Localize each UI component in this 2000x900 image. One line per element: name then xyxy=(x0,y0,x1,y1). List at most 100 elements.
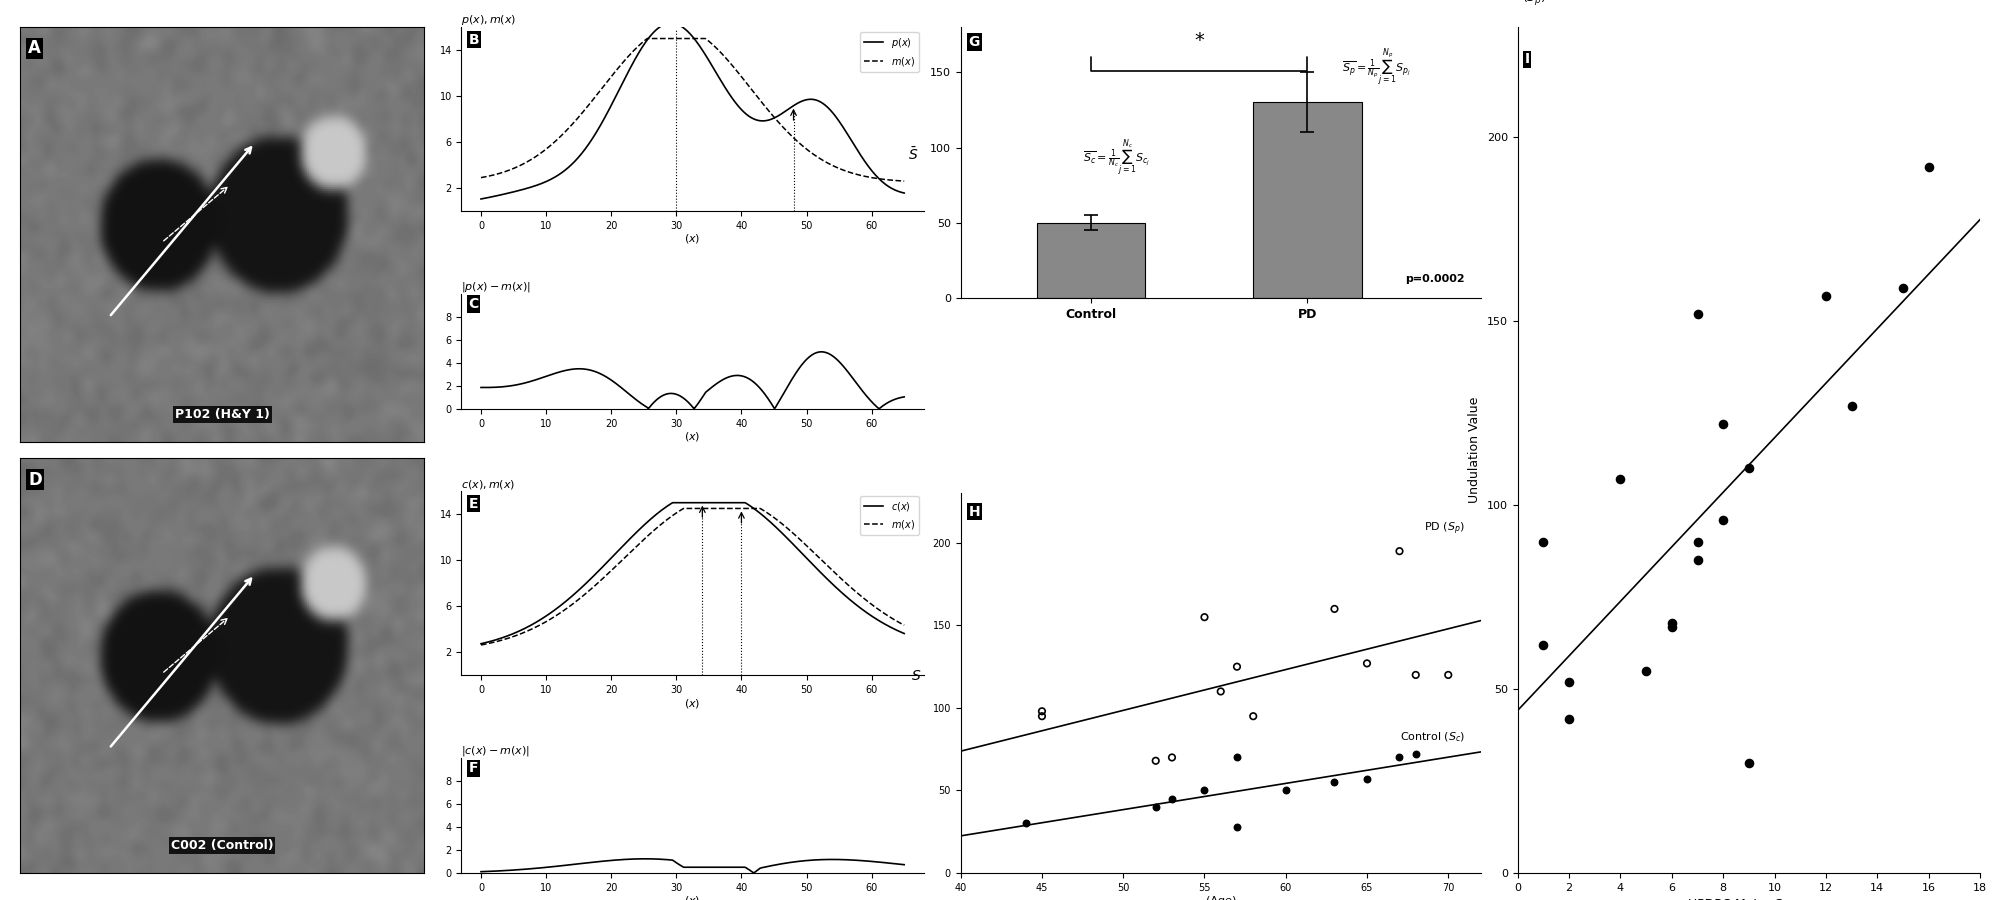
Point xyxy=(1528,638,1560,652)
$p(x)$ xyxy=(658,18,682,29)
Point xyxy=(1188,783,1220,797)
Text: Control $(S_c)$: Control $(S_c)$ xyxy=(1400,730,1466,744)
$c(x)$ xyxy=(892,628,916,639)
Y-axis label: $S$: $S$ xyxy=(910,670,922,683)
Legend: $p(x)$, $m(x)$: $p(x)$, $m(x)$ xyxy=(860,32,918,71)
Text: H: H xyxy=(968,505,980,518)
Point xyxy=(1732,461,1764,475)
Point xyxy=(1026,704,1058,718)
$m(x)$ xyxy=(816,158,840,169)
Point xyxy=(1400,747,1432,761)
Point xyxy=(1810,288,1842,302)
Point xyxy=(1220,751,1252,765)
Point xyxy=(1886,281,1918,295)
Point xyxy=(1708,513,1740,527)
Text: C002 (Control): C002 (Control) xyxy=(170,840,274,852)
Text: P102 (H&Y 1): P102 (H&Y 1) xyxy=(174,408,270,421)
Point xyxy=(1682,535,1714,549)
Point xyxy=(1220,820,1252,834)
Point xyxy=(1554,711,1586,725)
Point xyxy=(1188,610,1220,625)
Text: A: A xyxy=(28,40,40,58)
$m(x)$ xyxy=(882,615,906,626)
Point xyxy=(1656,616,1688,630)
Point xyxy=(1384,544,1416,558)
$m(x)$ xyxy=(892,620,916,631)
$m(x)$ xyxy=(670,504,694,515)
Text: p=0.0002: p=0.0002 xyxy=(1406,274,1466,284)
X-axis label: $(x)$: $(x)$ xyxy=(684,697,700,709)
Bar xyxy=(1036,223,1144,298)
Text: PD $(S_p)$: PD $(S_p)$ xyxy=(1424,521,1466,537)
$c(x)$ xyxy=(882,624,906,634)
Text: $(S_p)$: $(S_p)$ xyxy=(1522,0,1546,8)
X-axis label: $(x)$: $(x)$ xyxy=(684,894,700,900)
$m(x)$ xyxy=(468,640,492,651)
Point xyxy=(1554,674,1586,688)
Point xyxy=(1156,751,1188,765)
$m(x)$ xyxy=(672,503,696,514)
$m(x)$ xyxy=(722,62,746,73)
X-axis label: (Age): (Age) xyxy=(1206,896,1236,900)
Text: $c(x), m(x)$: $c(x), m(x)$ xyxy=(462,478,516,491)
Y-axis label: $\bar{S}$: $\bar{S}$ xyxy=(908,146,918,163)
Text: F: F xyxy=(468,761,478,775)
Point xyxy=(1400,668,1432,682)
Text: $\overline{S_p} = \frac{1}{N_p}\sum_{j=1}^{N_p} S_{p_j}$: $\overline{S_p} = \frac{1}{N_p}\sum_{j=1… xyxy=(1342,47,1412,89)
$c(x)$ xyxy=(670,498,694,508)
Point xyxy=(1010,816,1042,831)
Point xyxy=(1350,656,1382,670)
$m(x)$ xyxy=(674,503,698,514)
$p(x)$ xyxy=(816,103,840,113)
$m(x)$ xyxy=(636,33,660,44)
Text: G: G xyxy=(968,35,980,50)
Line: $c(x)$: $c(x)$ xyxy=(480,503,904,644)
$m(x)$ xyxy=(892,176,916,186)
Point xyxy=(1140,753,1172,768)
Text: D: D xyxy=(28,471,42,489)
Point xyxy=(1220,660,1252,674)
Point xyxy=(1708,417,1740,431)
Point xyxy=(1026,709,1058,724)
$m(x)$ xyxy=(882,176,906,186)
$m(x)$ xyxy=(670,33,694,44)
Point xyxy=(1318,775,1350,789)
$p(x)$ xyxy=(670,22,694,32)
$m(x)$ xyxy=(698,503,722,514)
$m(x)$ xyxy=(468,172,492,183)
Point xyxy=(1912,159,1944,174)
X-axis label: $(x)$: $(x)$ xyxy=(684,232,700,246)
$c(x)$ xyxy=(468,638,492,649)
X-axis label: $(x)$: $(x)$ xyxy=(684,430,700,443)
Point xyxy=(1682,307,1714,321)
Line: $m(x)$: $m(x)$ xyxy=(480,508,904,645)
Point xyxy=(1732,755,1764,770)
Text: $p(x), m(x)$: $p(x), m(x)$ xyxy=(462,13,516,27)
Line: $p(x)$: $p(x)$ xyxy=(480,23,904,199)
Point xyxy=(1270,783,1302,797)
$p(x)$ xyxy=(468,194,492,204)
Text: I: I xyxy=(1524,52,1530,67)
$c(x)$ xyxy=(660,498,684,508)
Point xyxy=(1384,751,1416,765)
Text: $|p(x) - m(x)|$: $|p(x) - m(x)|$ xyxy=(462,280,532,293)
Point xyxy=(1238,709,1270,724)
Point xyxy=(1156,791,1188,806)
Text: E: E xyxy=(468,497,478,510)
Bar xyxy=(1254,103,1362,298)
$p(x)$ xyxy=(698,58,722,69)
Point xyxy=(1432,668,1464,682)
$m(x)$ xyxy=(816,562,840,572)
Point xyxy=(1140,800,1172,814)
$p(x)$ xyxy=(674,24,698,35)
Point xyxy=(1350,771,1382,786)
Y-axis label: Undulation Value: Undulation Value xyxy=(1468,397,1482,503)
Text: $|c(x) - m(x)|$: $|c(x) - m(x)|$ xyxy=(462,743,530,758)
$p(x)$ xyxy=(892,187,916,198)
Text: $\overline{S_c} = \frac{1}{N_c}\sum_{j=1}^{N_c} S_{c_j}$: $\overline{S_c} = \frac{1}{N_c}\sum_{j=1… xyxy=(1084,138,1150,179)
$p(x)$ xyxy=(722,94,746,105)
Point xyxy=(1656,619,1688,634)
$m(x)$ xyxy=(722,503,746,514)
Point xyxy=(1682,554,1714,568)
Line: $m(x)$: $m(x)$ xyxy=(480,39,904,181)
